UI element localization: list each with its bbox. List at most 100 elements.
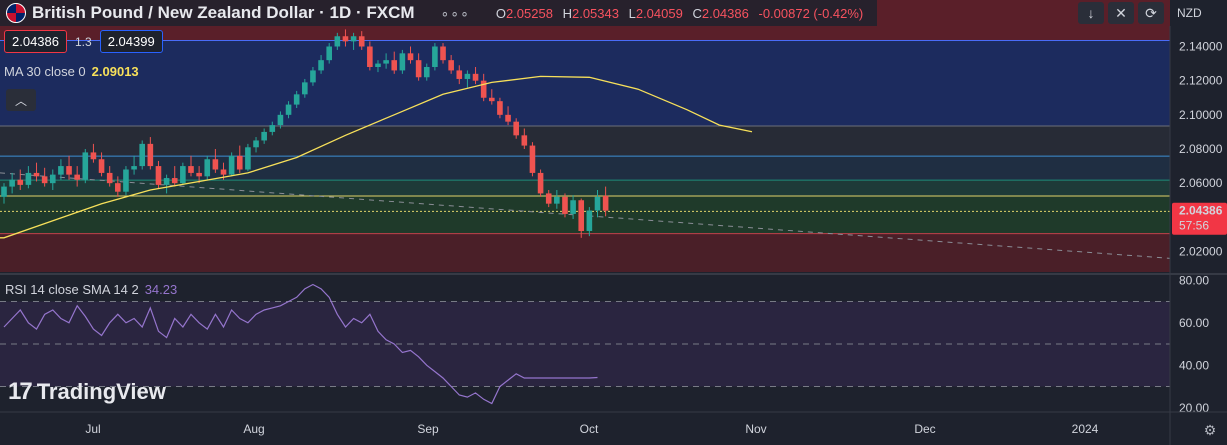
candle-body [293,94,300,105]
candle-body [106,172,113,184]
candle-body [562,196,568,214]
candle-body [497,101,503,115]
candle-body [41,176,48,184]
candle-body [131,166,137,170]
price-tick-label: 2.08000 [1179,142,1223,156]
rsi-tick-label: 20.00 [1179,401,1209,415]
candle-body [489,97,495,102]
rsi-legend-value: 34.23 [144,282,178,297]
price-tick-label: 2.02000 [1179,245,1223,259]
candle-body [82,152,89,180]
candle-body [358,36,365,47]
price-change: -0.00872 (-0.42%) [758,5,864,21]
candle-body [334,36,341,47]
rsi-series [3,283,598,405]
candle-body [33,172,40,177]
header-bar: British Pound / New Zealand Dollar · 1D … [0,0,878,26]
price-zone [0,26,1170,41]
price-tick-label: 2.10000 [1179,108,1223,122]
candle-body [171,178,178,184]
candle-body [155,166,162,185]
candle-body [212,159,219,170]
ma-legend-label: MA 30 close 0 [4,64,86,79]
more-options-button[interactable]: ∘∘∘ [440,4,470,21]
refresh-icon[interactable]: ⟳ [1138,2,1164,24]
candle-body [147,143,154,167]
candle-body [236,155,243,170]
chart-toolbar: ↓ ✕ ⟳ [1078,0,1168,26]
candle-body [464,73,471,79]
candle-body [423,67,430,78]
ohlc-value: 2.05258 [505,5,553,21]
candle-body [399,53,406,71]
rsi-pane-background [0,272,1227,412]
ohlc-key: O [495,5,506,21]
candle-body [49,174,56,184]
candle-body [261,131,267,141]
candle-body [432,46,438,67]
trade-boxes: 2.04386 1.3 2.04399 [4,30,163,53]
candle-body [586,210,593,231]
ohlc-value: 2.04059 [635,5,683,21]
collapse-icon[interactable]: ✕ [1108,2,1134,24]
symbol-title[interactable]: British Pound / New Zealand Dollar · 1D … [32,3,415,22]
candle-body [310,70,316,83]
ohlc-key: C [692,5,702,21]
rsi-legend[interactable]: RSI 14 close SMA 14 2 34.23 [5,282,177,297]
logo-mark: 17 [8,378,33,405]
ma-legend-value: 2.09013 [91,64,139,79]
price-zone [0,233,1170,272]
time-tick-label: 2024 [1072,422,1099,436]
rsi-line [3,283,598,405]
candle-body [228,155,235,175]
candle-body [415,60,422,78]
time-tick-label: Jul [85,422,100,436]
settings-gear-icon[interactable]: ⚙ [1203,421,1217,438]
time-tick-label: Sep [417,422,439,436]
candle-body [440,46,446,61]
currency-selector[interactable]: NZD [1170,0,1227,26]
candle-body [472,73,479,81]
ma-legend[interactable]: MA 30 close 0 2.09013 [4,64,139,79]
candle-body [245,147,251,170]
candle-body [326,46,332,61]
candle-body [180,166,186,184]
rsi-legend-label: RSI 14 close SMA 14 2 [5,282,139,297]
candle-body [253,140,259,148]
candle-body [554,196,560,204]
candle-body [521,135,528,146]
price-zone [0,195,1170,234]
chevron-up-icon: ︿ [14,93,27,108]
candle-body [529,145,536,173]
candle-body [578,200,585,231]
time-tick-label: Dec [914,422,935,436]
candle-body [285,104,292,115]
time-tick-label: Nov [745,422,766,436]
time-axis-bg [0,412,1227,445]
candlestick-series [1,29,609,238]
candle-body [594,196,601,211]
arrow-down-icon[interactable]: ↓ [1078,2,1104,24]
candle-body [537,172,544,194]
tradingview-logo[interactable]: 17 TradingView [8,378,166,406]
ma-30-line [0,75,753,239]
time-tick-label: Oct [580,422,599,436]
ohlc-value: 2.05343 [571,5,619,21]
candle-body [545,193,552,204]
countdown-label: 57:56 [1179,219,1209,233]
candle-body [407,53,414,61]
ohlc-key: H [562,5,572,21]
candle-body [9,179,15,187]
candle-body [391,60,398,71]
buy-button[interactable]: 2.04399 [99,30,163,53]
price-zone [0,156,1170,181]
candle-body [123,169,129,192]
collapse-legend-button[interactable]: ︿ [6,89,36,111]
ohlc-key: L [628,5,636,21]
ohlc-value: 2.04386 [701,5,749,21]
candle-body [204,159,211,177]
sell-button[interactable]: 2.04386 [4,30,67,53]
candle-body [480,80,487,98]
ohlc-values: O2.05258 H2.05343 L2.04059 C2.04386 -0.0… [496,6,869,21]
